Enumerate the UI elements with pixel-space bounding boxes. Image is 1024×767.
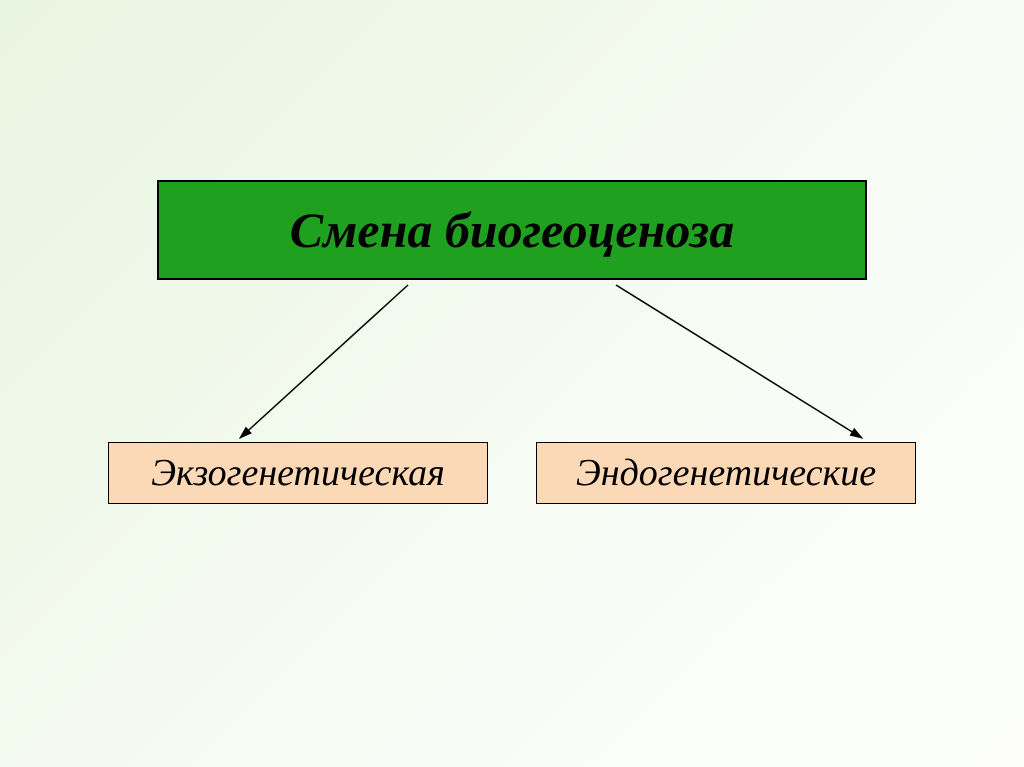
title-box: Смена биогеоценоза [157,180,867,280]
child-right-text: Эндогенетические [576,451,876,495]
title-text: Смена биогеоценоза [290,201,734,259]
child-box-right: Эндогенетические [536,442,916,504]
arrows-layer [0,0,1024,767]
arrow-left [240,285,408,438]
child-left-text: Экзогенетическая [151,451,445,495]
child-box-left: Экзогенетическая [108,442,488,504]
arrow-right [616,285,862,438]
